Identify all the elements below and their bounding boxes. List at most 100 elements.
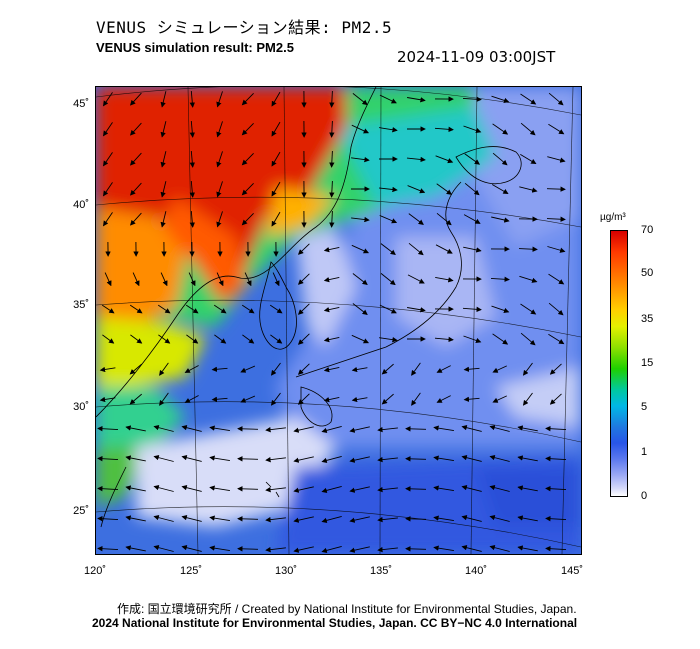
wind-arrow	[489, 425, 510, 432]
wind-arrow	[323, 336, 340, 343]
wind-arrow	[490, 276, 510, 282]
wind-arrow	[216, 121, 223, 138]
wind-arrow	[380, 273, 396, 286]
wind-arrow	[271, 181, 281, 197]
wind-arrow	[411, 362, 421, 376]
wind-arrow	[405, 516, 427, 522]
wind-arrow	[381, 363, 394, 375]
wind-arrow	[351, 124, 370, 134]
wind-arrow	[379, 186, 398, 193]
wind-arrow	[520, 332, 536, 346]
wind-arrow	[125, 425, 146, 432]
wind-arrow	[97, 485, 119, 492]
wind-arrow	[237, 456, 259, 462]
wind-arrow	[463, 125, 482, 134]
wind-arrow	[125, 485, 146, 492]
wind-arrow	[293, 456, 314, 463]
wind-arrow	[272, 272, 280, 287]
wind-arrow	[405, 486, 427, 492]
wind-arrow	[209, 515, 230, 522]
wind-arrow	[129, 363, 142, 375]
wind-arrow	[463, 246, 482, 253]
wind-arrow	[464, 182, 480, 196]
wind-arrow	[216, 91, 223, 108]
wind-arrow	[132, 272, 140, 287]
wind-arrow	[435, 276, 454, 283]
wind-arrow	[436, 212, 452, 226]
wind-arrow	[329, 120, 335, 138]
wind-arrow	[97, 455, 119, 462]
wind-arrow	[461, 455, 482, 462]
colorbar-tick-1: 1	[641, 446, 648, 458]
wind-vectors	[97, 90, 567, 554]
wind-arrow	[293, 486, 314, 493]
wind-arrow	[380, 243, 396, 256]
wind-arrow	[517, 545, 538, 552]
wind-arrow	[548, 302, 564, 316]
wind-arrow	[546, 186, 566, 192]
wind-arrow	[265, 456, 286, 463]
wind-arrow	[241, 304, 255, 314]
wind-arrow	[265, 486, 286, 493]
lat-label-30: 30˚	[73, 401, 89, 413]
wind-arrow	[153, 545, 174, 552]
wind-arrow	[293, 426, 314, 433]
colorbar-tick-0: 0	[641, 490, 648, 502]
wind-arrow	[129, 92, 142, 106]
wind-arrow	[125, 455, 146, 462]
wind-arrow	[463, 335, 482, 344]
wind-arrow	[407, 307, 426, 313]
wind-arrow	[160, 121, 167, 138]
wind-arrow	[270, 362, 281, 376]
wind-arrow	[463, 366, 480, 372]
wind-arrow	[492, 395, 507, 403]
wind-arrow	[102, 334, 115, 344]
wind-arrow	[242, 334, 255, 344]
colorbar-tick-70: 70	[641, 224, 654, 236]
wind-arrow	[379, 304, 397, 314]
wind-arrow	[461, 545, 482, 552]
wind-arrow	[211, 396, 228, 402]
wind-arrow	[464, 153, 481, 165]
wind-arrow	[491, 95, 510, 103]
wind-arrow	[545, 455, 567, 462]
wind-arrow	[517, 485, 538, 492]
wind-arrow	[297, 333, 310, 345]
wind-arrow	[377, 546, 398, 553]
wind-arrow	[408, 213, 424, 225]
wind-arrow	[407, 185, 426, 194]
lon-label-125: 125˚	[179, 565, 203, 577]
wind-arrow	[379, 127, 398, 133]
wind-arrow	[489, 455, 510, 462]
wind-arrow	[351, 244, 370, 254]
wind-arrow	[160, 91, 167, 108]
wind-arrow	[185, 304, 199, 314]
wind-arrow	[545, 425, 567, 432]
wind-arrow	[520, 122, 536, 136]
wind-arrow	[184, 365, 199, 373]
wind-arrow	[323, 396, 340, 403]
wind-arrow	[411, 392, 421, 406]
wind-arrow	[209, 545, 230, 552]
wind-arrow	[546, 216, 566, 222]
wind-arrow	[297, 363, 310, 375]
wind-arrow	[433, 455, 454, 462]
wind-arrow	[408, 242, 424, 256]
wind-arrow	[104, 272, 112, 287]
wind-arrow	[323, 276, 340, 283]
wind-arrow	[463, 214, 481, 224]
wind-arrow	[293, 546, 314, 553]
wind-arrow	[349, 456, 370, 463]
wind-arrow	[241, 212, 254, 226]
wind-arrow	[517, 515, 538, 522]
wind-arrow	[434, 126, 454, 133]
wind-arrow	[184, 395, 199, 403]
wind-arrow	[271, 91, 281, 107]
wind-arrow	[153, 455, 174, 462]
wind-arrow	[433, 545, 454, 552]
wind-arrow	[329, 180, 335, 198]
wind-arrow	[102, 122, 113, 137]
wind-arrow	[241, 182, 254, 196]
wind-arrow	[434, 336, 454, 343]
wind-arrow	[240, 395, 256, 403]
